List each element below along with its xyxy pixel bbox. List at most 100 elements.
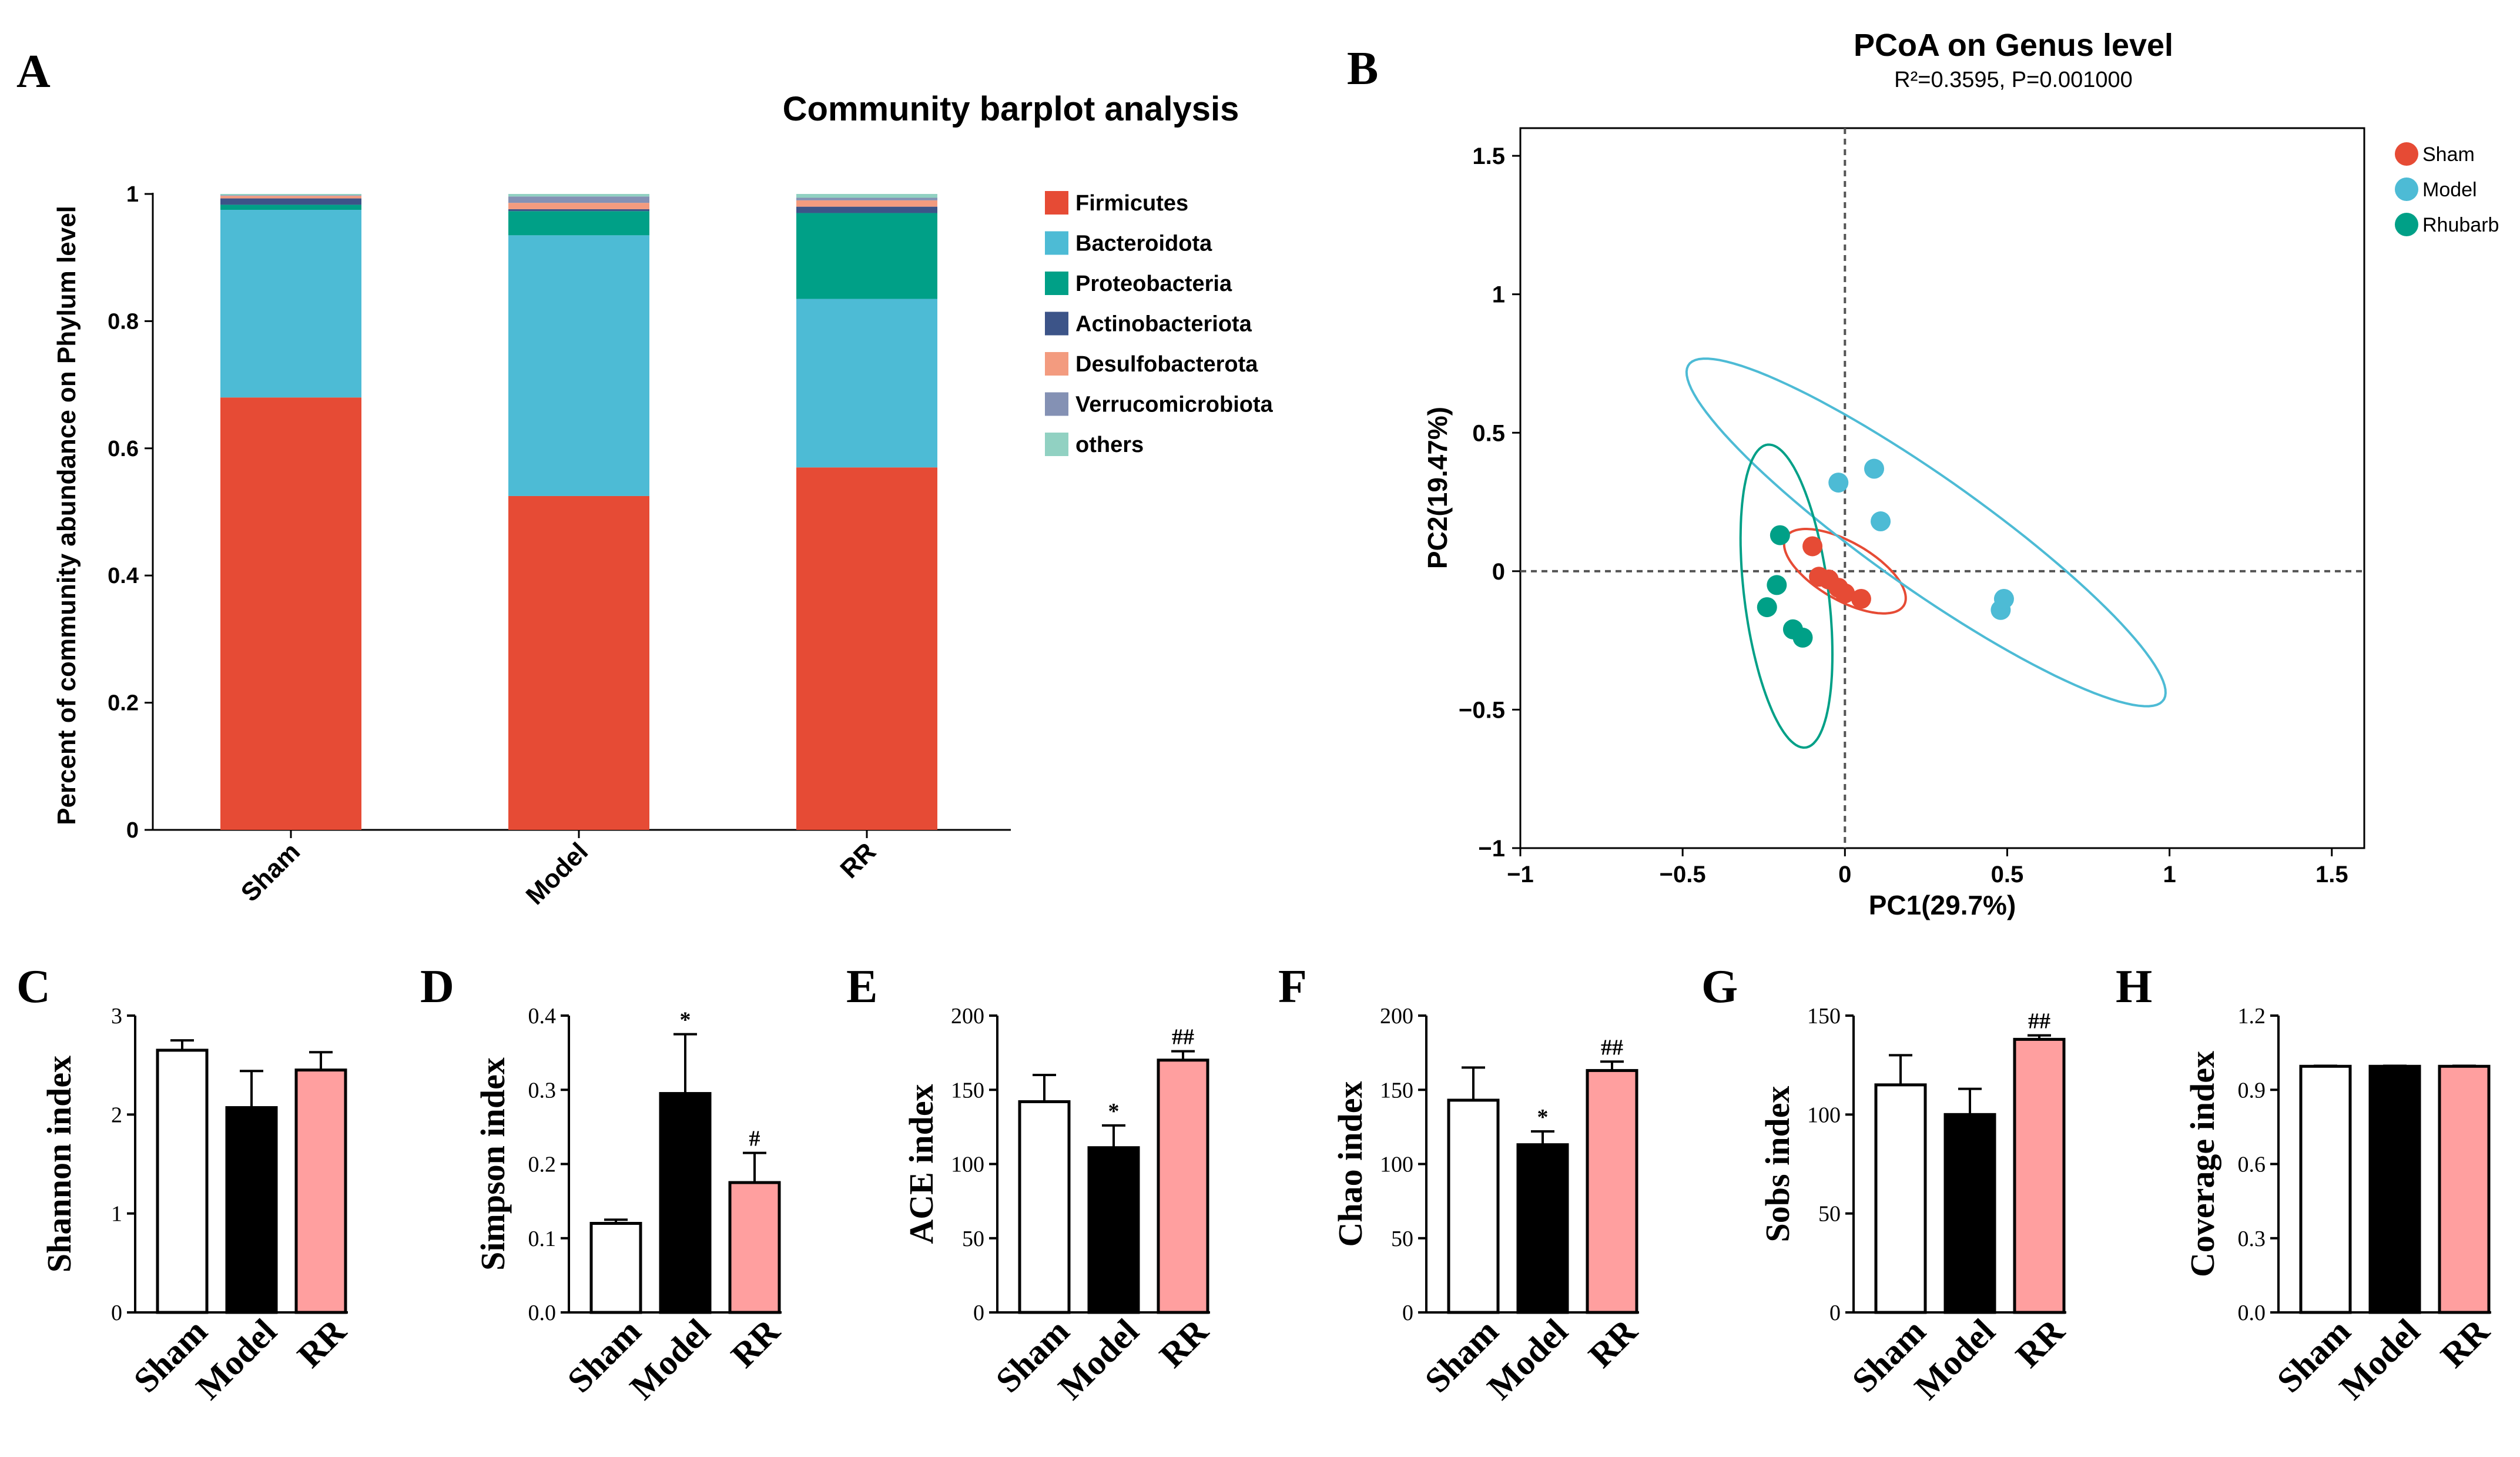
bar-model (1087, 1146, 1140, 1314)
panel-letter-a: A (16, 46, 51, 98)
y-tick-label: 200 (951, 1004, 984, 1029)
x-tick-label: RR (723, 1311, 787, 1375)
y-tick-label: −1 (1478, 836, 1505, 862)
bar-model (659, 1092, 712, 1314)
chart-title: PCoA on Genus level (1854, 28, 2173, 63)
bar-segment-proteobacteria-rr (796, 213, 937, 299)
bar-segment-bacteroidota-model (508, 235, 649, 496)
panel-letter-b: B (1347, 43, 1378, 95)
legend-swatch (1045, 191, 1068, 215)
x-tick-label: Model (1051, 1312, 1146, 1407)
bar-model (2368, 1064, 2421, 1314)
x-tick-label: Model (521, 837, 594, 910)
significance-marker: ## (2028, 1009, 2050, 1034)
x-tick-label: 1.5 (2315, 862, 2348, 887)
legend-swatch (1045, 312, 1068, 336)
y-tick-label: 50 (962, 1227, 984, 1251)
bar-segment-desulfobacterota-model (508, 203, 649, 209)
y-axis-label: ACE index (902, 1084, 940, 1244)
y-tick-label: 100 (951, 1153, 984, 1177)
x-tick-label: Sham (236, 837, 306, 907)
significance-marker: * (1108, 1099, 1120, 1124)
point-sham (1835, 583, 1855, 604)
bar-model (1943, 1113, 1996, 1314)
x-tick-label: −0.5 (1660, 862, 1706, 887)
y-tick-label: 0.8 (108, 309, 139, 334)
bar-segment-verrucomicrobiota-rr (796, 197, 937, 200)
y-tick-label: 0.5 (1472, 420, 1505, 446)
y-tick-label: 1.5 (1472, 143, 1505, 169)
y-axis-label: Chao index (1331, 1081, 1369, 1247)
y-tick-label: 100 (1380, 1153, 1413, 1177)
significance-marker: * (1537, 1105, 1549, 1130)
bars (220, 194, 937, 830)
x-tick-label: 0.5 (1991, 862, 2024, 887)
y-tick-label: 0 (1402, 1301, 1413, 1325)
point-model (1828, 473, 1849, 493)
point-sham (1851, 588, 1871, 609)
bar-segment-bacteroidota-sham (220, 210, 361, 398)
y-tick-label: 2 (111, 1103, 122, 1127)
y-tick-label: 0 (973, 1301, 984, 1325)
plot-area: −1 −0.5 0 0.5 1 1.5 −1 −0.5 0 0.5 1 1.5 (1459, 127, 2365, 887)
x-tick-label: RR (2433, 1311, 2496, 1375)
bar-segment-desulfobacterota-sham (220, 196, 361, 199)
y-tick-label: 0.1 (528, 1227, 557, 1251)
y-tick-label: 0 (111, 1301, 122, 1325)
y-tick-label: 0.4 (528, 1004, 557, 1029)
legend-swatch (1045, 392, 1068, 416)
x-tick-label: Model (2332, 1312, 2427, 1407)
y-tick-label: 200 (1380, 1004, 1413, 1029)
y-tick-label: 50 (1818, 1202, 1841, 1227)
legend-label: Desulfobacterota (1075, 352, 1258, 377)
point-rhubarb (1757, 597, 1777, 618)
bar-segment-desulfobacterota-rr (796, 200, 937, 207)
legend-swatch (1045, 433, 1068, 456)
bar-segment-others-rr (796, 194, 937, 198)
y-tick-label: 0.4 (108, 564, 139, 588)
ellipse-rhubarb (1739, 443, 1834, 749)
bar-rr (1157, 1059, 1209, 1314)
bar-segment-bacteroidota-rr (796, 299, 937, 468)
x-tick-label: RR (1152, 1311, 1215, 1375)
legend-marker (2395, 177, 2418, 201)
bar-rr (2438, 1064, 2491, 1314)
y-tick-label: 0.3 (528, 1078, 557, 1103)
legend-label: Verrucomicrobiota (1075, 393, 1274, 417)
y-tick-label: 0.9 (2238, 1078, 2266, 1103)
panel-letter-f: F (1278, 961, 1307, 1013)
y-tick-label: −0.5 (1459, 697, 1505, 723)
legend-label: Proteobacteria (1075, 272, 1232, 296)
legend-marker (2395, 213, 2418, 236)
y-tick-label: 0 (126, 818, 139, 843)
legend: Firmicutes Bacteroidota Proteobacteria Acti… (1045, 191, 1274, 457)
significance-marker: ## (1601, 1035, 1623, 1060)
legend-marker (2395, 142, 2418, 166)
bar-rr (1586, 1069, 1638, 1314)
y-tick-label: 1.2 (2238, 1004, 2266, 1029)
x-tick-label: Model (189, 1312, 284, 1407)
x-tick-label: RR (2008, 1311, 2072, 1375)
legend-swatch (1045, 352, 1068, 376)
legend-label: Model (2422, 179, 2477, 201)
ellipse-model (1685, 357, 2167, 708)
x-tick-label: Model (1480, 1312, 1575, 1407)
legend-label: Rhubarb (2422, 214, 2499, 236)
y-tick-label: 100 (1807, 1103, 1841, 1127)
bar-rr (2013, 1037, 2066, 1314)
stacked-bar-chart: Community barplot analysis Percent of co… (52, 90, 1274, 910)
bar-segment-others-sham (220, 194, 361, 196)
y-axis-label: Percent of community abundance on Phylum… (52, 206, 81, 825)
bar-segment-firmicutes-rr (796, 467, 937, 830)
bar-sham (2299, 1064, 2352, 1314)
bar-sham (1018, 1100, 1071, 1314)
legend-label: Actinobacteriota (1075, 312, 1252, 337)
point-rhubarb (1767, 575, 1787, 595)
